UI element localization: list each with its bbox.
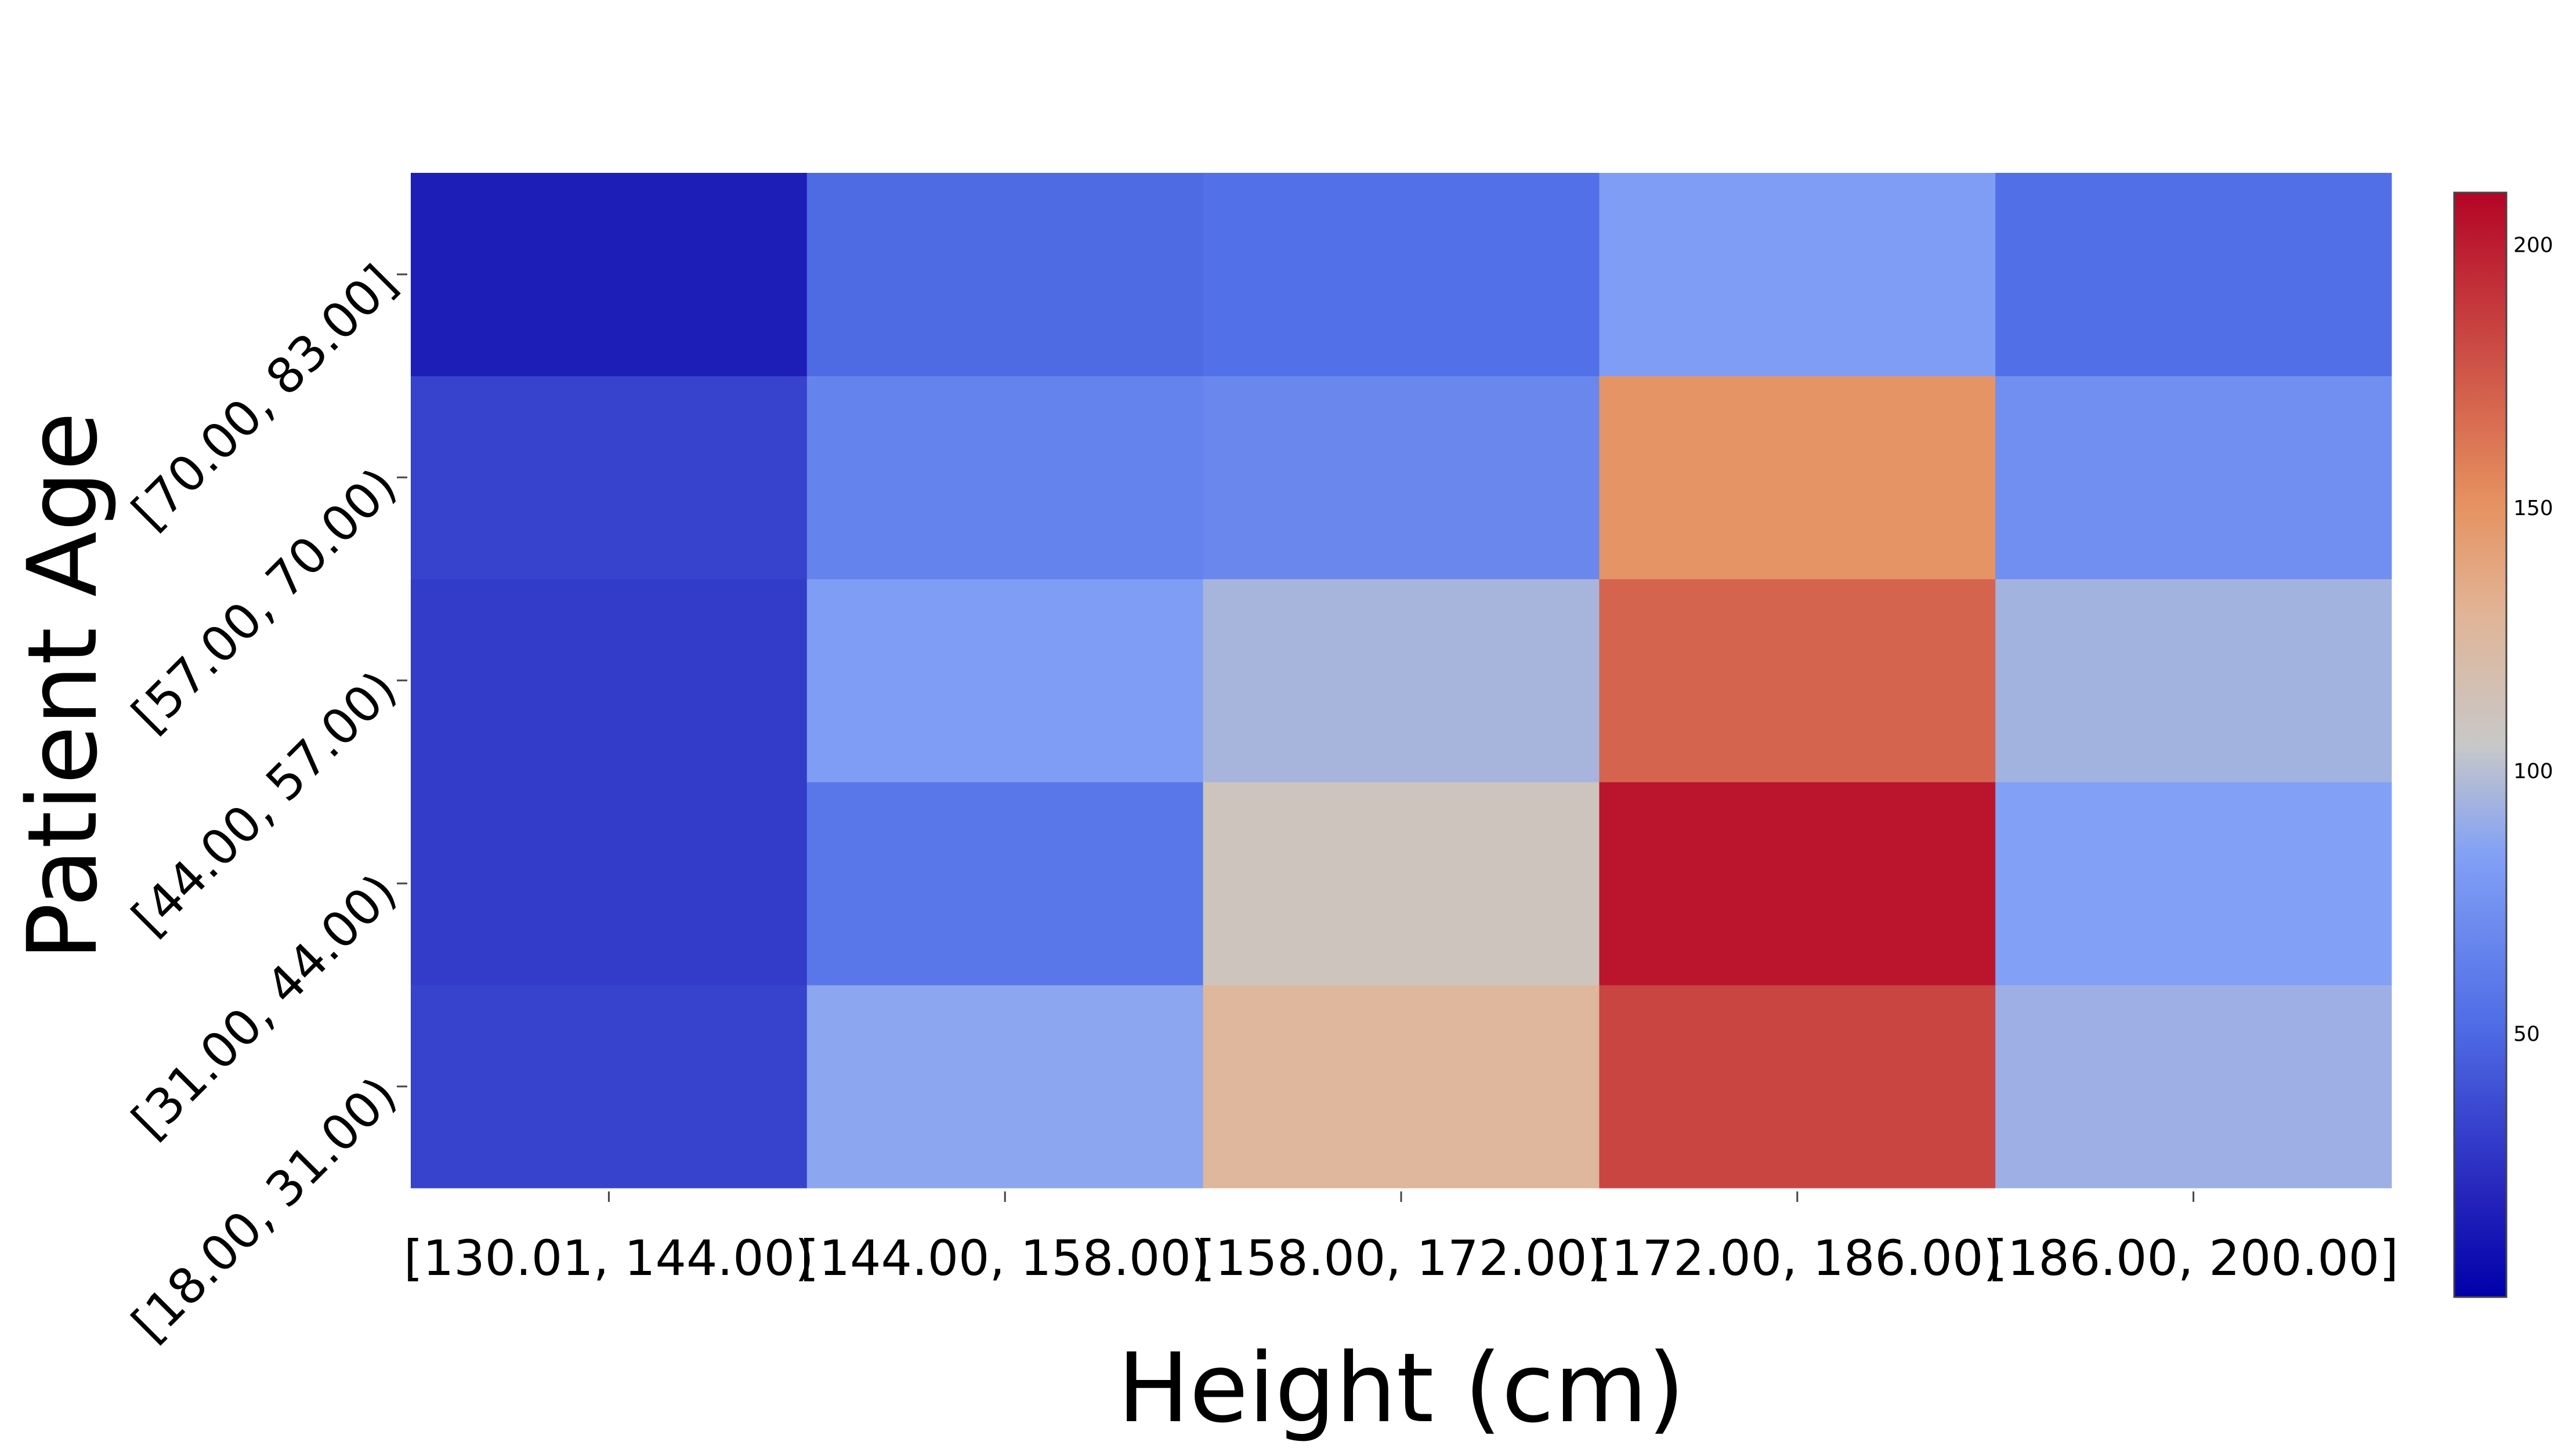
heatmap-cell [1203,376,1600,579]
x-axis: [130.01, 144.00)[144.00, 158.00)[158.00,… [404,1191,2398,1287]
y-axis: [18.00, 31.00)[31.00, 44.00)[44.00, 57.0… [121,254,407,1352]
heatmap-cell [1995,782,2392,986]
colorbar-tick-label: 50 [2513,1023,2540,1046]
heatmap-cell [1995,173,2392,376]
heatmap-cell [1203,985,1600,1189]
x-tick-label: [186.00, 200.00] [1988,1230,2398,1287]
heatmap-cell [1995,376,2392,579]
x-tick-label: [144.00, 158.00) [800,1230,1210,1287]
heatmap-cell [806,173,1204,376]
x-tick-label: [130.01, 144.00) [404,1230,814,1287]
heatmap-cell [411,782,808,986]
heatmap-cell [411,985,808,1189]
heatmap-cell [806,376,1204,579]
heatmap-cell [1599,782,1996,986]
colorbar-tick-label: 150 [2513,497,2553,520]
heatmap-cell [806,782,1204,986]
heatmap-cell [1599,376,1996,579]
heatmap-cell [1203,173,1600,376]
x-tick-label: [158.00, 172.00) [1196,1230,1607,1287]
heatmap-cell [1995,985,2392,1189]
heatmap-cell [1203,782,1600,986]
x-axis-title: Height (cm) [1117,1332,1685,1444]
heatmap-cell [411,579,808,783]
heatmap-cell [1203,579,1600,783]
heatmap-cell [806,579,1204,783]
colorbar: 50 100 150 200 [2453,191,2553,1298]
heatmap-cell [1599,579,1996,783]
heatmap-cell [411,173,808,376]
heatmap-cell [411,376,808,579]
heatmap-cell [1995,579,2392,783]
colorbar-tick-label: 200 [2513,234,2553,258]
colorbar-gradient [2453,191,2508,1298]
heatmap-cells [411,173,2392,1189]
heatmap-cell [1599,173,1996,376]
x-tick-label: [172.00, 186.00) [1592,1230,2002,1287]
heatmap-cell [806,985,1204,1189]
colorbar-tick-label: 100 [2513,759,2553,783]
heatmap-cell [1599,985,1996,1189]
y-axis-title: Patient Age [7,412,118,961]
